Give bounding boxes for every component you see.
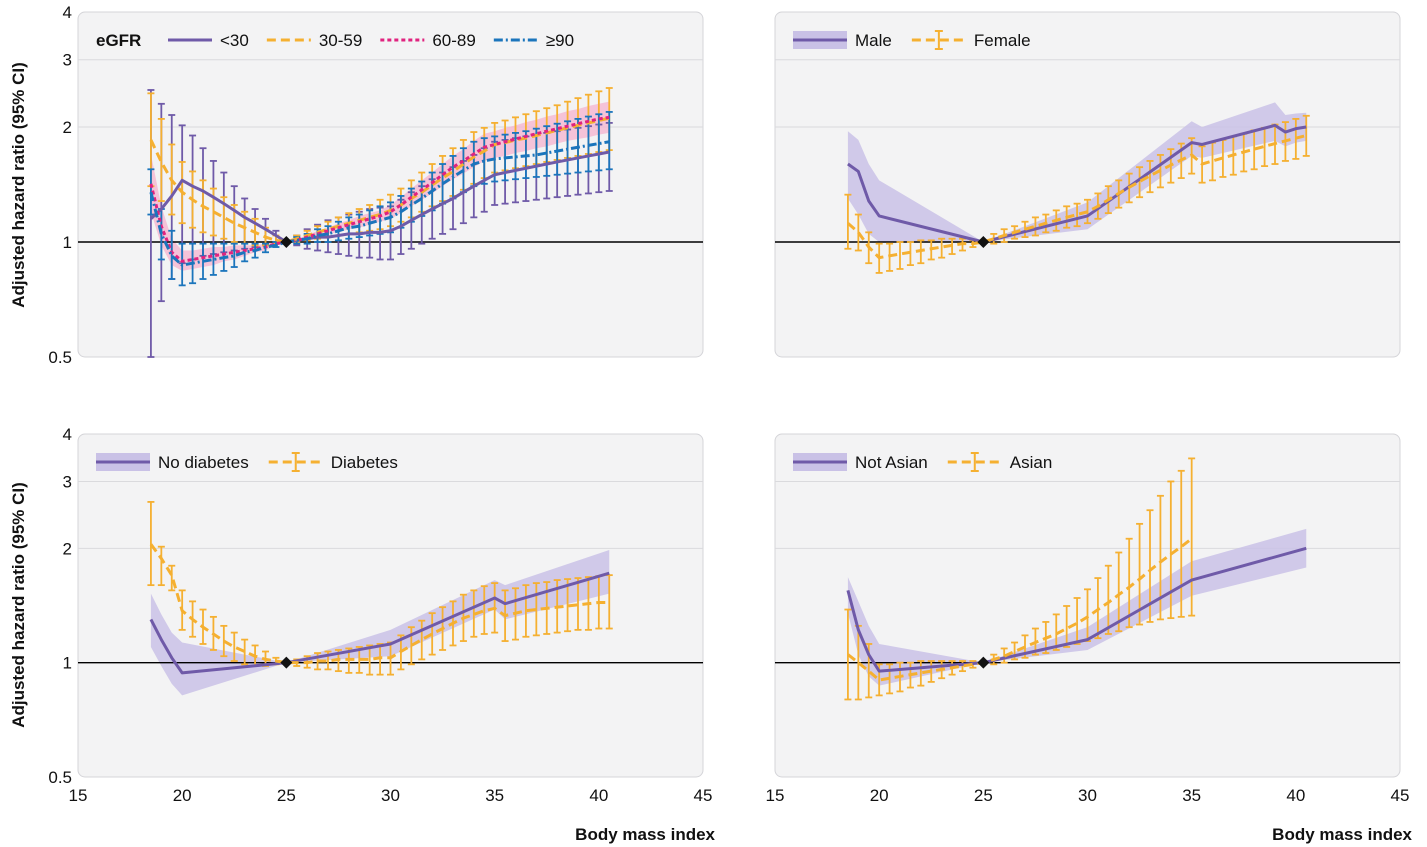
x-tick-label: 45	[1391, 786, 1410, 805]
y-tick-label: 2	[63, 118, 72, 137]
series-line-1	[846, 537, 1193, 682]
x-tick-label: 20	[870, 786, 889, 805]
x-tick-label: 25	[277, 786, 296, 805]
x-tick-label: 40	[1286, 786, 1305, 805]
x-axis-label-left: Body mass index	[575, 825, 715, 844]
chart-panel-top-right: Male Female	[774, 11, 1401, 358]
reference-point-marker	[977, 656, 990, 669]
y-axis-label-top: Adjusted hazard ratio (95% CI)	[9, 62, 28, 308]
y-tick-label: 1	[63, 233, 72, 252]
chart-panel-bottom-right: 15 20 25 30 35 40 45 Not Asian Asian	[766, 433, 1410, 805]
panel-background	[774, 11, 1401, 358]
legend: Male Female	[793, 30, 1031, 50]
legend-label: ≥90	[546, 31, 574, 50]
panel-background	[77, 433, 704, 778]
reference-point-marker	[280, 236, 293, 248]
y-tick-label: 3	[63, 51, 72, 70]
reference-point-marker	[280, 656, 293, 669]
legend-label: 60-89	[432, 31, 475, 50]
series-line-2	[149, 115, 610, 263]
y-tick-label: 4	[63, 3, 72, 22]
x-tick-label: 15	[766, 786, 785, 805]
y-tick-label: 2	[63, 539, 72, 558]
legend-label: Asian	[1010, 453, 1053, 472]
panel-background	[77, 11, 704, 358]
x-tick-label: 25	[974, 786, 993, 805]
x-tick-label: 30	[1078, 786, 1097, 805]
x-tick-label: 30	[381, 786, 400, 805]
x-tick-label: 40	[589, 786, 608, 805]
legend-label: Female	[974, 31, 1031, 50]
legend: Not Asian Asian	[793, 452, 1053, 472]
x-tick-label: 35	[485, 786, 504, 805]
legend-label: Diabetes	[331, 453, 398, 472]
legend-title: eGFR	[96, 31, 141, 50]
x-tick-label: 15	[69, 786, 88, 805]
y-tick-label: 4	[63, 425, 72, 444]
y-tick-label: 3	[63, 472, 72, 491]
legend-label: No diabetes	[158, 453, 249, 472]
series-line-0	[847, 123, 1307, 244]
series-line-0	[149, 150, 610, 244]
x-tick-label: 35	[1182, 786, 1201, 805]
y-axis-label-bottom: Adjusted hazard ratio (95% CI)	[9, 482, 28, 728]
y-tick-label: 1	[63, 654, 72, 673]
series-line-1	[149, 543, 610, 665]
legend-label: 30-59	[319, 31, 362, 50]
x-axis-label-right: Body mass index	[1272, 825, 1412, 844]
legend: eGFR <30 30-59 60-89 ≥90	[96, 31, 574, 50]
chart-panel-top-left: 0.5 1 2 3 4 eGFR <30 30-59 60-89 ≥90	[48, 3, 704, 367]
x-tick-label: 45	[694, 786, 713, 805]
y-tick-label: 0.5	[48, 768, 72, 787]
series-line-1	[846, 134, 1307, 260]
x-tick-label: 20	[173, 786, 192, 805]
y-tick-label: 0.5	[48, 348, 72, 367]
series-line-1	[149, 116, 610, 244]
legend-label: Not Asian	[855, 453, 928, 472]
chart-panel-bottom-left: 0.5 1 2 3 4 15 20 25 30 35 40 45 No diabetes Diabetes	[48, 425, 712, 805]
series-line-0	[846, 546, 1307, 673]
series-line-3	[149, 140, 610, 267]
legend: No diabetes Diabetes	[96, 452, 398, 472]
legend-label: <30	[220, 31, 249, 50]
legend-label: Male	[855, 31, 892, 50]
reference-point-marker	[977, 236, 990, 248]
